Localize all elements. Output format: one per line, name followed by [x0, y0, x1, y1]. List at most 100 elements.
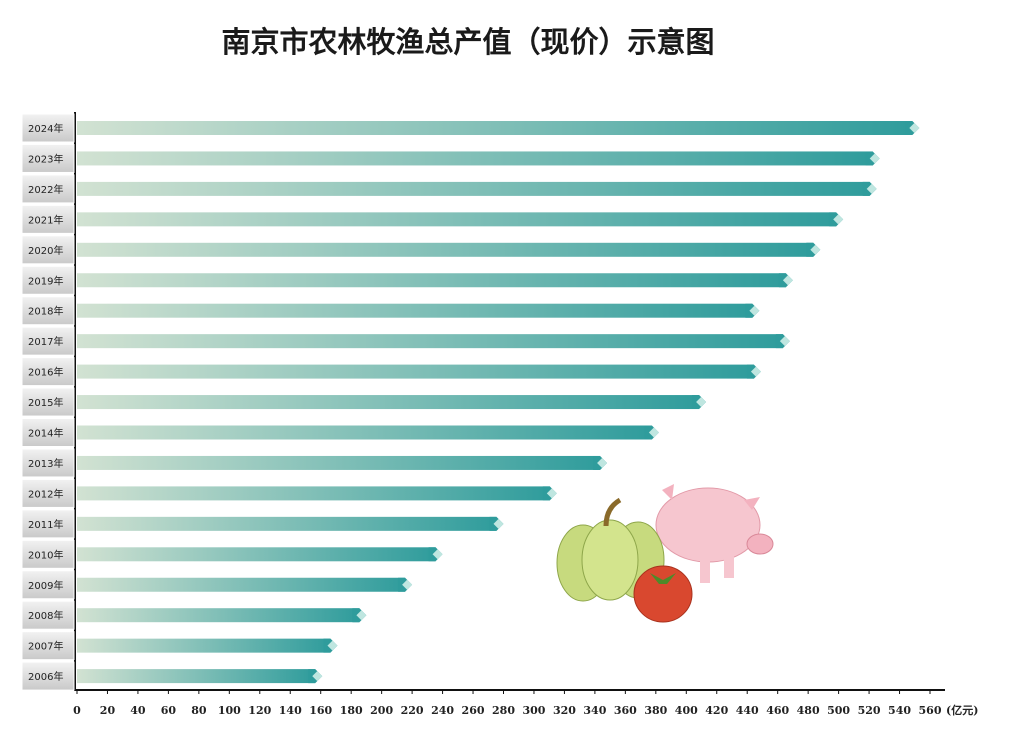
y-tick-label: 2007年: [28, 640, 63, 653]
bar: [77, 486, 550, 501]
y-tick-label: 2024年: [28, 122, 63, 135]
bar-tip-highlight: [432, 549, 443, 560]
category-box: [21, 174, 75, 204]
x-tick-label: 520: [858, 704, 881, 717]
bar: [77, 669, 316, 684]
x-tick-label: 240: [431, 704, 454, 717]
x-tick-label: 460: [766, 704, 789, 717]
y-tick-label: 2010年: [28, 548, 63, 561]
bar-tip-highlight: [696, 397, 707, 408]
x-tick-label: 360: [614, 704, 637, 717]
bar-tip-highlight: [909, 123, 920, 133]
chart-title: 南京市农林牧渔总产值（现价）示意图: [221, 25, 714, 59]
x-tick-label: 380: [644, 704, 667, 717]
bar-tip-highlight: [866, 183, 877, 194]
y-tick-label: 2023年: [28, 152, 63, 165]
bar: [77, 516, 497, 531]
x-tick-label: 60: [161, 704, 177, 717]
x-tick-label: 280: [492, 704, 515, 717]
bar-tip-highlight: [749, 305, 760, 316]
bar-tip-highlight: [810, 244, 821, 255]
category-box: [21, 509, 75, 539]
bar-tip-highlight: [648, 427, 659, 438]
x-tick-label: 300: [522, 704, 545, 717]
decoration: [556, 484, 774, 623]
x-tick-label: 200: [370, 704, 393, 717]
y-tick-label: 2015年: [28, 396, 63, 409]
category-box: [21, 296, 75, 326]
bar-tip-highlight: [493, 518, 504, 529]
y-tick-label: 2014年: [28, 427, 63, 440]
x-tick-label: 260: [462, 704, 485, 717]
category-box: [21, 448, 75, 478]
bar: [77, 151, 873, 166]
bar: [77, 181, 870, 196]
bar: [77, 547, 436, 562]
y-tick-label: 2012年: [28, 487, 63, 500]
bar: [77, 242, 814, 257]
bar: [77, 577, 406, 592]
x-tick-label: 500: [827, 704, 850, 717]
bar-tip-highlight: [779, 336, 790, 347]
x-tick-label: 340: [583, 704, 606, 717]
y-tick-label: 2008年: [28, 609, 63, 622]
category-box: [21, 600, 75, 630]
bar: [77, 455, 601, 470]
category-box: [21, 631, 75, 661]
category-box: [21, 265, 75, 295]
category-box: [21, 478, 75, 508]
bar-tip-highlight: [833, 214, 844, 225]
x-tick-label: 220: [401, 704, 424, 717]
x-tick-label: 180: [340, 704, 363, 717]
bar: [77, 425, 652, 440]
category-box: [21, 326, 75, 356]
y-tick-label: 2016年: [28, 366, 63, 379]
x-tick-label: 400: [675, 704, 698, 717]
x-tick-label: 440: [736, 704, 759, 717]
bar-tip-highlight: [356, 610, 367, 621]
bar-tip-highlight: [869, 153, 880, 164]
x-tick-label: 20: [100, 704, 116, 717]
x-axis-label: (亿元): [946, 703, 978, 717]
bar-tip-highlight: [546, 488, 557, 499]
x-tick-label: 0: [73, 704, 81, 717]
bar-tip-highlight: [402, 579, 413, 590]
category-box: [21, 113, 75, 143]
y-tick-label: 2017年: [28, 335, 63, 348]
y-tick-label: 2021年: [28, 213, 63, 226]
bar: [77, 608, 360, 623]
bar: [77, 212, 837, 227]
x-tick-label: 160: [309, 704, 332, 717]
category-box: [21, 661, 75, 691]
y-tick-label: 2019年: [28, 274, 63, 287]
x-tick-label: 100: [218, 704, 241, 717]
category-box: [21, 235, 75, 265]
y-tick-label: 2020年: [28, 244, 63, 257]
x-tick-label: 80: [191, 704, 207, 717]
category-box: [21, 204, 75, 234]
y-tick-label: 2009年: [28, 579, 63, 592]
bar: [77, 364, 754, 379]
y-tick-label: 2022年: [28, 183, 63, 196]
x-tick-label: 320: [553, 704, 576, 717]
bar: [77, 334, 783, 349]
category-box: [21, 387, 75, 417]
x-tick-label: 420: [705, 704, 728, 717]
bar-tip-highlight: [327, 640, 338, 651]
bar: [77, 638, 331, 653]
bar-tip-highlight: [597, 457, 608, 468]
bar: [77, 395, 700, 410]
bar-tip-highlight: [312, 671, 323, 682]
x-tick-label: 120: [248, 704, 271, 717]
x-tick-label: 480: [797, 704, 820, 717]
category-box: [21, 418, 75, 447]
bar: [77, 303, 753, 318]
bar: [77, 273, 786, 288]
bar: [77, 121, 913, 135]
y-tick-label: 2013年: [28, 457, 63, 470]
y-tick-label: 2018年: [28, 305, 63, 318]
category-box: [21, 570, 75, 600]
category-box: [21, 143, 75, 173]
x-tick-label: 540: [888, 704, 911, 717]
